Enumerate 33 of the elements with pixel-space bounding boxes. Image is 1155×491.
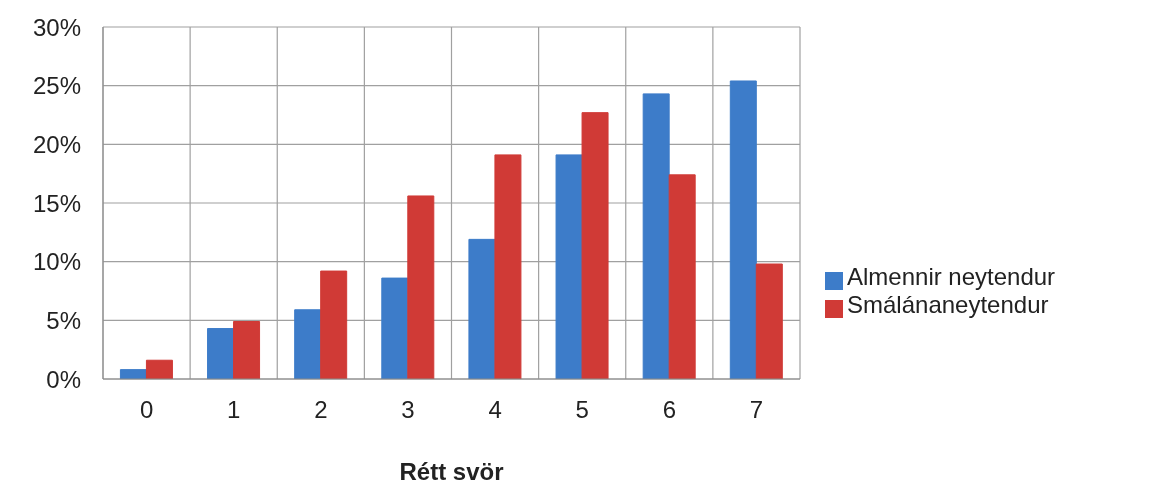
- x-tick-label: 1: [227, 396, 241, 424]
- x-axis-title: Rétt svör: [399, 458, 504, 485]
- bar: [494, 154, 522, 379]
- x-tick-label: 2: [314, 396, 328, 424]
- bar: [145, 359, 173, 379]
- bar: [233, 321, 261, 379]
- bar: [729, 80, 757, 379]
- bar: [207, 328, 235, 379]
- x-tick-label: 5: [575, 396, 589, 424]
- y-tick-label: 25%: [32, 72, 81, 100]
- bar: [668, 174, 696, 379]
- bar: [642, 93, 670, 379]
- bar: [468, 238, 496, 379]
- bar: [755, 263, 783, 379]
- y-tick-label: 0%: [46, 365, 81, 393]
- bar: [555, 154, 583, 379]
- y-tick-label: 10%: [32, 248, 81, 276]
- bar: [381, 277, 409, 379]
- legend-label: Smálánaneytendur: [847, 291, 1049, 318]
- bar: [407, 195, 435, 379]
- x-tick-label: 6: [662, 396, 676, 424]
- bar: [294, 309, 322, 379]
- x-tick-label: 3: [401, 396, 415, 424]
- bar: [581, 112, 609, 379]
- x-tick-label: 4: [488, 396, 502, 424]
- y-tick-label: 20%: [32, 130, 81, 158]
- bar: [320, 270, 348, 379]
- y-tick-label: 5%: [46, 306, 81, 334]
- x-tick-label: 0: [139, 396, 154, 424]
- y-tick-label: 30%: [32, 13, 81, 41]
- legend-label: Almennir neytendur: [847, 263, 1056, 290]
- y-tick-label: 15%: [32, 189, 81, 217]
- x-tick-label: 7: [749, 396, 764, 424]
